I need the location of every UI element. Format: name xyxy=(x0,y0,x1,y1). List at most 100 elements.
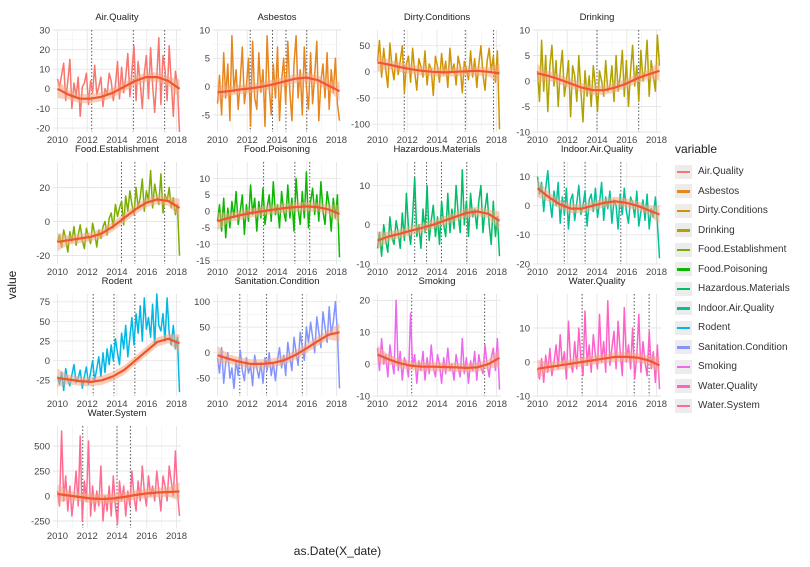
x-tick-label: 2010 xyxy=(367,399,388,410)
facet-title: Food.Poisoning xyxy=(244,144,310,155)
y-tick-label: 20 xyxy=(39,45,50,56)
y-tick-label: 10 xyxy=(519,25,530,36)
trend-line xyxy=(536,187,660,216)
legend-swatch xyxy=(675,301,692,316)
y-tick-label: 5 xyxy=(205,54,210,65)
facet-title: Air.Quality xyxy=(95,12,139,23)
x-tick-label: 2012 xyxy=(77,135,98,146)
y-axis-title: value xyxy=(5,270,19,300)
facet-panel: Drinking 2010 2012 2014 2016 2018 -10 -5 0 5 10 xyxy=(516,12,667,146)
confidence-band xyxy=(377,206,500,250)
legend-swatch xyxy=(675,359,692,374)
y-tick-label: 0 xyxy=(205,348,210,359)
facet-title: Hazardous.Materials xyxy=(393,144,480,155)
facet-panel: Sanitation.Condition 2010 2012 2014 2016 2018… xyxy=(194,276,347,410)
y-tick-label: 0 xyxy=(365,359,370,370)
x-tick-label: 2010 xyxy=(207,267,228,278)
series-line xyxy=(376,299,501,390)
y-tick-label: -10 xyxy=(36,104,50,115)
facet-panel: Dirty.Conditions 2010 2012 2014 2016 2018 -100… xyxy=(351,12,507,146)
facet-title: Sanitation.Condition xyxy=(234,276,319,287)
x-tick-label: 2018 xyxy=(646,267,667,278)
facet-panel: Rodent 2010 2012 2014 2016 2018 -25 0 25 50 75 xyxy=(36,276,187,410)
x-tick-label: 2012 xyxy=(557,399,578,410)
x-tick-label: 2010 xyxy=(207,399,228,410)
x-tick-label: 2010 xyxy=(367,135,388,146)
legend-item: Water.Quality xyxy=(675,377,805,397)
y-tick-label: 0 xyxy=(45,356,50,367)
x-tick-label: 2016 xyxy=(296,399,317,410)
x-axis-title: as.Date(X_date) xyxy=(293,544,382,558)
y-tick-label: 10 xyxy=(519,172,530,183)
x-tick-label: 2016 xyxy=(136,135,157,146)
y-tick-label: 50 xyxy=(199,322,210,333)
y-tick-label: 50 xyxy=(359,41,370,52)
x-tick-label: 2014 xyxy=(426,135,447,146)
x-tick-label: 2016 xyxy=(616,267,637,278)
y-tick-label: -25 xyxy=(36,376,50,387)
legend-label: Water.System xyxy=(698,400,760,412)
x-tick-label: 2012 xyxy=(557,267,578,278)
legend-item: Food.Establishment xyxy=(675,240,805,260)
trend-line xyxy=(377,210,501,242)
trend-line xyxy=(537,69,660,92)
x-tick-label: 2012 xyxy=(557,135,578,146)
x-tick-label: 2018 xyxy=(486,267,507,278)
x-tick-label: 2012 xyxy=(397,267,418,278)
y-tick-label: -20 xyxy=(36,251,50,262)
x-tick-label: 2010 xyxy=(47,399,68,410)
x-tick-label: 2016 xyxy=(136,399,157,410)
x-tick-label: 2016 xyxy=(456,399,477,410)
legend-label: Smoking xyxy=(698,361,737,373)
legend-label: Drinking xyxy=(698,224,735,236)
y-tick-label: 10 xyxy=(199,174,210,185)
facet-panel: Air.Quality 2010 2012 2014 2016 2018 -20 -10 0 10… xyxy=(36,12,187,146)
facet-title: Smoking xyxy=(419,276,456,287)
legend-title: variable xyxy=(675,142,718,156)
x-tick-label: 2014 xyxy=(266,399,287,410)
x-tick-label: 2010 xyxy=(47,267,68,278)
trend-line xyxy=(217,76,341,94)
legend-label: Water.Quality xyxy=(698,380,758,392)
facet-panel: Indoor.Air.Quality 2010 2012 2014 2016 2018 -2… xyxy=(516,144,667,278)
legend-swatch xyxy=(675,223,692,238)
legend-item: Sanitation.Condition xyxy=(675,338,805,358)
legend-label: Dirty.Conditions xyxy=(698,205,768,217)
y-tick-label: 75 xyxy=(39,297,50,308)
x-tick-label: 2012 xyxy=(237,399,258,410)
y-tick-label: -5 xyxy=(522,102,530,113)
x-tick-label: 2012 xyxy=(77,531,98,542)
y-tick-label: 250 xyxy=(34,466,50,477)
y-tick-label: 0 xyxy=(525,76,530,87)
facet-title: Water.Quality xyxy=(569,276,626,287)
x-tick-label: 2016 xyxy=(456,135,477,146)
y-tick-label: -50 xyxy=(196,373,210,384)
facet-panel: Hazardous.Materials 2010 2012 2014 2016 2018 -… xyxy=(356,144,507,278)
trend-line xyxy=(217,205,340,223)
y-tick-label: 0 xyxy=(205,82,210,93)
facet-title: Rodent xyxy=(102,276,133,287)
legend-label: Indoor.Air.Quality xyxy=(698,302,775,314)
series-line xyxy=(56,430,181,525)
y-tick-label: 0 xyxy=(45,84,50,95)
x-tick-label: 2014 xyxy=(106,267,127,278)
confidence-band xyxy=(217,73,340,102)
facet-panel: Asbestos 2010 2012 2014 2016 2018 -5 0 5 10 xyxy=(199,12,347,146)
facet-panel: Smoking 2010 2012 2014 2016 2018 -10 0 10 20 xyxy=(356,276,507,410)
x-tick-label: 2016 xyxy=(136,531,157,542)
x-tick-label: 2010 xyxy=(47,135,68,146)
legend-swatch xyxy=(675,281,692,296)
legend-swatch xyxy=(675,242,692,257)
y-tick-label: -10 xyxy=(356,391,370,402)
legend-item: Hazardous.Materials xyxy=(675,279,805,299)
facet-panel: Water.Quality 2010 2012 2014 2016 2018 -10 0 10 xyxy=(516,276,667,410)
y-tick-label: 0 xyxy=(525,201,530,212)
y-tick-label: -10 xyxy=(196,240,210,251)
x-tick-label: 2014 xyxy=(106,135,127,146)
legend-label: Hazardous.Materials xyxy=(698,283,790,295)
facet-panel: Food.Establishment 2010 2012 2014 2016 2018 -2… xyxy=(36,144,187,278)
y-tick-label: 0 xyxy=(525,357,530,368)
legend-label: Sanitation.Condition xyxy=(698,341,788,353)
confidence-band xyxy=(57,72,180,104)
x-tick-label: 2018 xyxy=(166,135,187,146)
